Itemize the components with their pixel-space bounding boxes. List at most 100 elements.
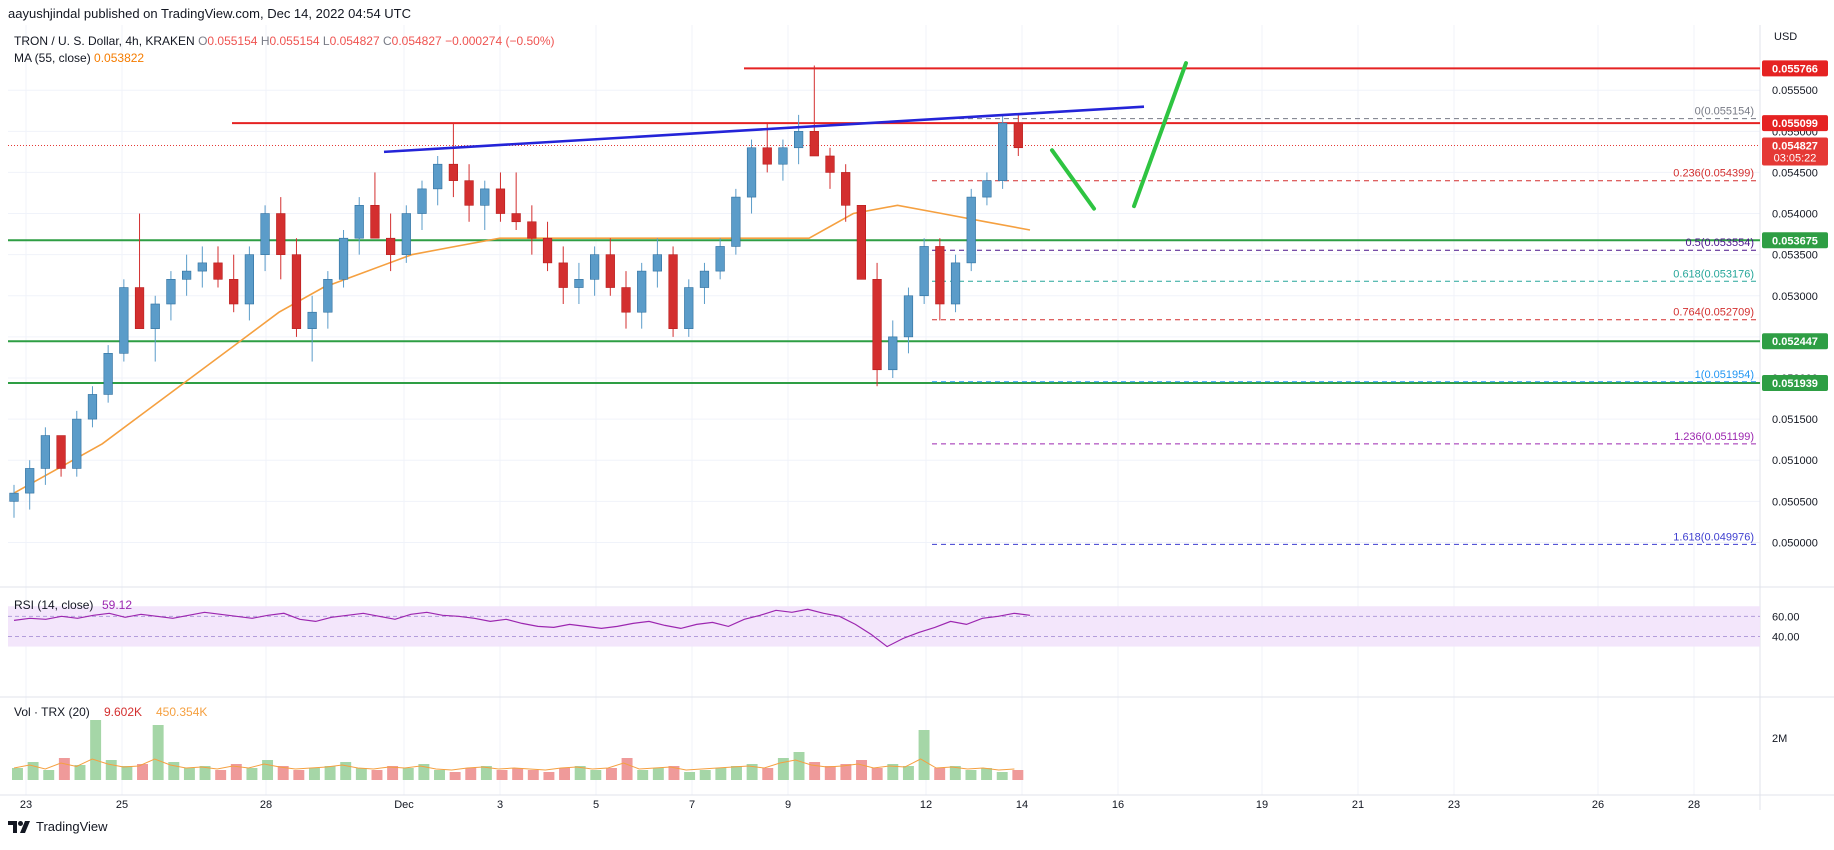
volume-bar-54 [856, 760, 868, 780]
candle-body-44 [699, 270, 710, 288]
volume-bar-62 [981, 768, 993, 780]
candle-body-28 [448, 163, 459, 181]
volume-bar-58 [918, 730, 930, 780]
volume-bar-61 [965, 770, 977, 780]
ma-legend[interactable]: MA (55, close) 0.053822 [14, 51, 144, 65]
candle-body-38 [605, 254, 615, 288]
price-tag-value-5: 0.051939 [1772, 378, 1818, 390]
rsi-level-label-1: 40.00 [1772, 631, 1800, 643]
candle-body-12 [197, 262, 207, 272]
candle-body-4 [72, 418, 82, 469]
price-axis-label-3: 0.054000 [1772, 209, 1818, 221]
candle-body-64 [1013, 122, 1023, 149]
candle-body-55 [872, 279, 882, 371]
time-axis-label-5: 5 [593, 799, 599, 811]
candle-body-40 [637, 270, 647, 313]
price-tag-bg-3 [1762, 232, 1828, 249]
candle-body-6 [103, 353, 113, 395]
rsi-value: 59.12 [102, 598, 132, 612]
price-tag-value-4: 0.052447 [1772, 336, 1818, 348]
candle-body-31 [495, 188, 506, 214]
volume-bar-55 [871, 768, 883, 780]
volume-bar-38 [605, 768, 617, 780]
volume-bar-8 [137, 764, 148, 780]
tradingview-brand[interactable]: TradingView [8, 819, 108, 834]
volume-bar-25 [402, 768, 414, 780]
volume-bar-45 [715, 768, 727, 780]
price-axis-label-2: 0.054500 [1772, 167, 1818, 179]
price-tag-value-3: 0.053675 [1772, 235, 1818, 247]
candle-body-10 [166, 279, 176, 305]
volume-bar-40 [637, 770, 649, 780]
volume-axis-label: 2M [1772, 733, 1787, 745]
price-axis-label-10: 0.050500 [1772, 496, 1818, 508]
candle-body-39 [621, 287, 631, 313]
volume-bar-36 [574, 766, 586, 780]
volume-bar-1 [27, 762, 39, 780]
volume-bar-51 [809, 762, 821, 780]
candle-body-23 [370, 205, 380, 239]
volume-bar-21 [340, 762, 352, 780]
candle-body-43 [684, 287, 694, 329]
currency-label: USD [1774, 31, 1797, 43]
candle-body-9 [150, 303, 160, 329]
volume-bar-3 [58, 758, 70, 780]
fib-level-label-2: 0.5(0.053554) [1686, 237, 1755, 249]
open-label: O [198, 34, 208, 48]
fib-level-label-7: 1.618(0.049976) [1673, 531, 1754, 543]
close-value: 0.054827 [391, 34, 442, 48]
volume-bar-5 [90, 720, 102, 780]
candle-body-21 [338, 237, 349, 280]
price-tag-value-0: 0.055766 [1772, 63, 1818, 75]
symbol-name: TRON / U. S. Dollar, 4h, KRAKEN [14, 34, 195, 48]
candle-body-41 [652, 254, 662, 272]
volume-bar-32 [512, 768, 524, 780]
time-axis-label-12: 21 [1352, 799, 1364, 811]
candle-body-62 [982, 180, 992, 198]
volume-bar-15 [246, 768, 258, 780]
volume-bar-43 [684, 772, 696, 780]
open-value: 0.055154 [207, 34, 258, 48]
candle-body-48 [762, 147, 772, 165]
brand-label: TradingView [36, 819, 108, 834]
fib-level-label-5: 1(0.051954) [1695, 369, 1754, 381]
volume-bar-26 [418, 764, 430, 780]
volume-bar-20 [324, 766, 336, 780]
fib-level-label-6: 1.236(0.051199) [1674, 431, 1754, 443]
price-tag-bg-4 [1762, 333, 1828, 350]
low-value: 0.054827 [329, 34, 380, 48]
time-axis-label-13: 23 [1448, 799, 1460, 811]
price-axis-label-4: 0.053500 [1772, 250, 1818, 262]
candle-body-46 [731, 196, 741, 247]
volume-bar-37 [590, 770, 602, 780]
candle-body-51 [809, 131, 819, 157]
volume-bar-34 [543, 772, 555, 780]
time-axis-label-8: 12 [920, 799, 932, 811]
volume-bar-19 [308, 768, 320, 780]
candle-body-2 [40, 435, 50, 469]
candle-body-50 [793, 131, 804, 149]
volume-bar-60 [949, 766, 961, 780]
close-label: C [382, 34, 392, 48]
volume-bar-11 [183, 768, 195, 780]
candle-body-11 [182, 270, 192, 280]
candle-body-54 [856, 205, 866, 280]
price-axis-label-9: 0.051000 [1772, 455, 1818, 467]
high-label: H [260, 34, 270, 48]
high-value: 0.055154 [269, 34, 320, 48]
symbol-legend[interactable]: TRON / U. S. Dollar, 4h, KRAKEN O0.05515… [14, 34, 554, 48]
volume-bar-53 [840, 764, 852, 780]
volume-bar-30 [480, 766, 492, 780]
volume-bar-17 [277, 766, 289, 780]
volume-bar-6 [105, 760, 117, 780]
tradingview-logo-icon [8, 820, 30, 833]
publisher-line: aayushjindal published on TradingView.co… [8, 6, 412, 21]
candle-body-13 [213, 262, 223, 280]
volume-bar-2 [43, 770, 55, 780]
rsi-level-label-0: 60.00 [1772, 611, 1800, 623]
candle-body-29 [464, 180, 474, 206]
volume-bar-57 [902, 766, 914, 780]
candle-body-42 [668, 254, 678, 329]
volume-ma-line [13, 758, 1015, 771]
